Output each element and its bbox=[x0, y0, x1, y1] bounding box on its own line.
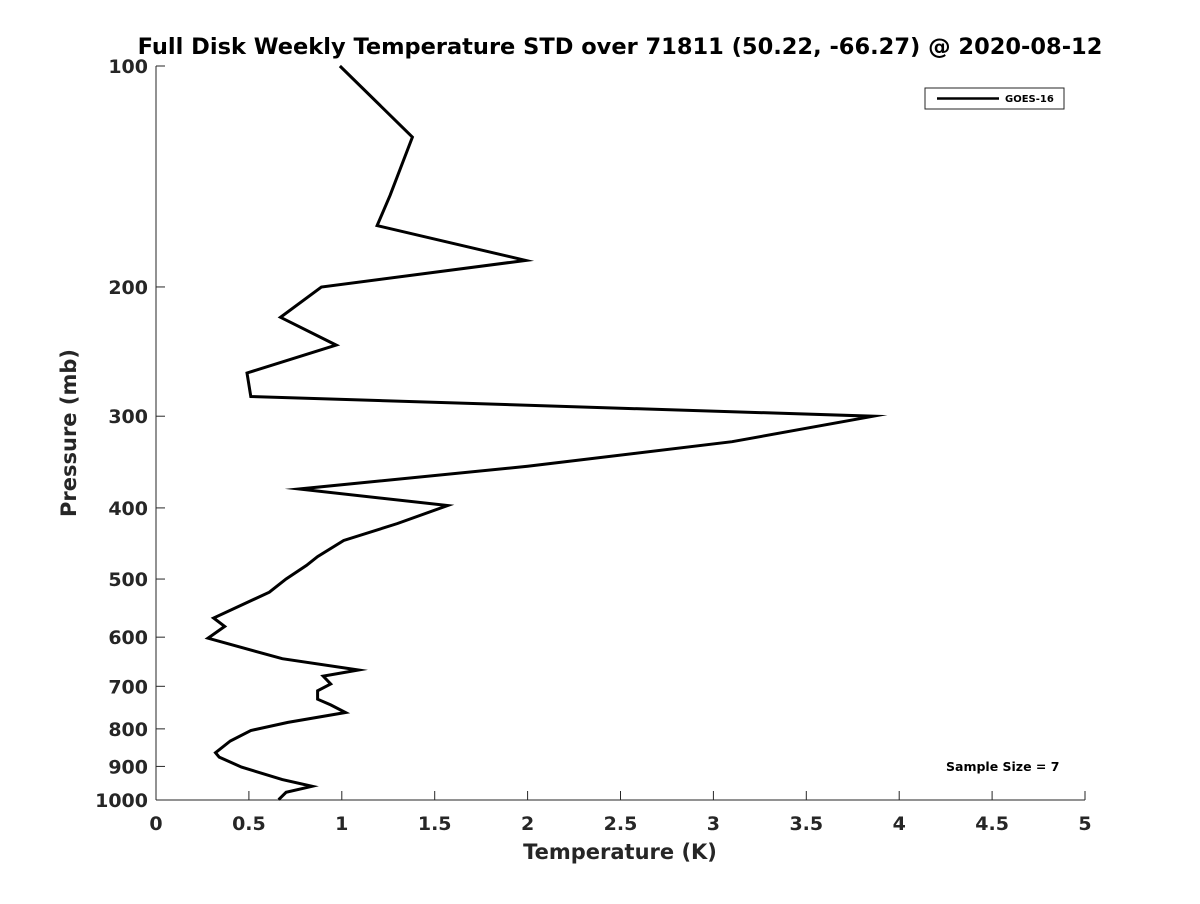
plot-area: 0 0.5 1 1.5 2 2.5 3 3.5 4 4.5 5 100 200 300 400 500 600… bbox=[95, 56, 1092, 835]
y-tick-label: 900 bbox=[108, 756, 148, 778]
y-tick-label: 200 bbox=[108, 277, 148, 299]
x-tick-label: 1.5 bbox=[418, 813, 452, 835]
y-tick-label: 700 bbox=[108, 676, 148, 698]
series-line-goes-16 bbox=[204, 64, 888, 801]
y-axis-label: Pressure (mb) bbox=[57, 349, 81, 517]
x-tick-label: 0.5 bbox=[232, 813, 266, 835]
x-tick-label: 4.5 bbox=[975, 813, 1009, 835]
x-tick-label: 4 bbox=[893, 813, 906, 835]
series-layer bbox=[204, 64, 888, 801]
y-tick-label: 600 bbox=[108, 627, 148, 649]
legend-label-goes-16: GOES-16 bbox=[1005, 94, 1054, 105]
y-tick-label: 300 bbox=[108, 406, 148, 428]
x-tick-label: 3.5 bbox=[789, 813, 823, 835]
y-tick-label: 500 bbox=[108, 569, 148, 591]
y-ticks: 100 200 300 400 500 600 700 800 900 1000 bbox=[95, 56, 165, 812]
y-tick-label: 800 bbox=[108, 719, 148, 741]
x-tick-label: 3 bbox=[707, 813, 720, 835]
sample-size-annotation: Sample Size = 7 bbox=[946, 759, 1059, 774]
y-tick-label: 400 bbox=[108, 498, 148, 520]
y-tick-label: 100 bbox=[108, 56, 148, 78]
x-tick-label: 2 bbox=[521, 813, 534, 835]
y-tick-label: 1000 bbox=[95, 790, 148, 812]
x-tick-label: 1 bbox=[335, 813, 348, 835]
legend: GOES-16 bbox=[924, 87, 1065, 110]
x-tick-label: 2.5 bbox=[604, 813, 638, 835]
x-axis-label: Temperature (K) bbox=[523, 840, 717, 864]
chart-title: Full Disk Weekly Temperature STD over 71… bbox=[138, 34, 1103, 60]
x-tick-label: 5 bbox=[1078, 813, 1091, 835]
x-tick-label: 0 bbox=[149, 813, 162, 835]
x-ticks: 0 0.5 1 1.5 2 2.5 3 3.5 4 4.5 5 bbox=[149, 791, 1092, 835]
